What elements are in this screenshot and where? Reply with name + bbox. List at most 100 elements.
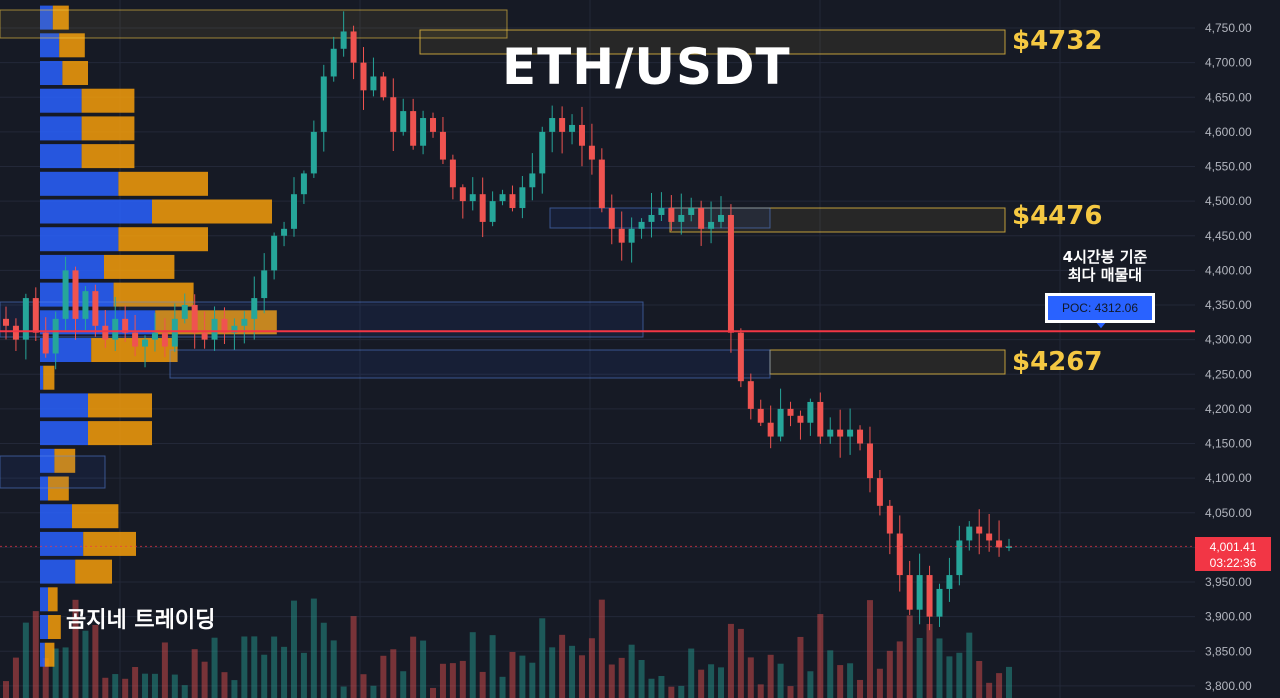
volume-bar	[12, 657, 19, 698]
level-label-low: $4267	[1012, 347, 1103, 377]
volume-bar	[747, 657, 754, 698]
volume-bar	[936, 638, 943, 698]
axis-tick-label: 4,200.00	[1205, 402, 1252, 416]
axis-tick-label: 3,950.00	[1205, 575, 1252, 589]
candle-body	[539, 131, 546, 174]
candle-body	[390, 97, 397, 132]
candle-body	[112, 318, 119, 340]
volume-bars	[3, 598, 1012, 698]
level-zone-0	[419, 29, 1006, 55]
volume-bar	[52, 648, 59, 698]
volume-profile-sell-bar	[43, 365, 55, 390]
candle-body	[489, 201, 496, 222]
volume-bar	[916, 637, 923, 698]
demand-zone-3	[0, 455, 106, 489]
candle-body	[737, 332, 744, 382]
candle-body	[777, 408, 784, 437]
candle-body	[380, 76, 387, 98]
volume-bar	[549, 647, 556, 698]
candle-body	[996, 540, 1003, 548]
volume-profile-buy-bar	[40, 61, 63, 86]
zone-high-left	[0, 9, 508, 39]
candle-body	[251, 298, 258, 319]
volume-profile-sell-bar	[113, 282, 194, 307]
volume-bar	[479, 671, 486, 698]
volume-bar	[499, 676, 506, 698]
axis-background	[1195, 0, 1280, 698]
volume-bar	[539, 618, 546, 698]
axis-tick-label: 4,450.00	[1205, 229, 1252, 243]
brand-watermark: 곰지네 트레이딩	[66, 608, 216, 633]
volume-bar	[737, 628, 744, 698]
candle-body	[340, 31, 347, 49]
volume-profile-sell-bar	[81, 116, 135, 141]
candle-body	[578, 124, 585, 146]
axis-tick-label: 4,400.00	[1205, 263, 1252, 277]
volume-bar	[340, 686, 347, 698]
candle-body	[708, 221, 715, 229]
poc-label: POC: 4312.06	[1045, 293, 1155, 323]
volume-bar	[221, 672, 228, 698]
volume-profile-buy-bar	[40, 393, 88, 418]
volume-bar	[797, 636, 804, 698]
candle-body	[718, 214, 725, 222]
candle-body	[549, 118, 556, 132]
volume-bar	[122, 678, 129, 698]
candle-body	[727, 214, 734, 333]
candle-body	[211, 318, 218, 340]
candle-body	[668, 208, 675, 222]
volume-bar	[827, 650, 834, 698]
volume-profile-sell-bar	[88, 393, 152, 418]
countdown-timer: 03:22:36	[1209, 556, 1257, 570]
candle-body	[92, 291, 99, 326]
candle-body	[906, 575, 913, 610]
candle-body	[479, 194, 486, 222]
candle-body	[896, 533, 903, 576]
volume-bar	[718, 667, 725, 698]
volume-bar	[688, 648, 695, 698]
candle-body	[658, 208, 665, 215]
volume-bar	[926, 623, 933, 698]
volume-bar	[787, 686, 794, 698]
volume-profile-buy-bar	[40, 365, 44, 390]
volume-bar	[231, 680, 238, 698]
candles	[3, 11, 1012, 631]
candle-body	[747, 381, 754, 409]
candle-body	[430, 118, 437, 132]
candle-body	[807, 401, 814, 423]
axis-tick-label: 3,900.00	[1205, 610, 1252, 624]
volume-profile-buy-bar	[40, 254, 104, 279]
candle-body	[360, 62, 367, 91]
volume-profile-sell-bar	[152, 199, 272, 224]
candle-body	[181, 305, 188, 319]
volume-bar	[181, 685, 188, 698]
candle-body	[310, 131, 317, 174]
candle-body	[509, 194, 516, 209]
candle-body	[42, 332, 49, 354]
volume-profile-sell-bar	[75, 559, 112, 584]
candle-body	[976, 526, 983, 534]
volume-profile-buy-bar	[40, 421, 88, 446]
volume-bar	[837, 665, 844, 698]
volume-bar	[22, 622, 29, 698]
candle-body	[22, 298, 29, 340]
volume-bar	[161, 642, 168, 698]
axis-tick-label: 4,250.00	[1205, 367, 1252, 381]
level-label-top: $4732	[1012, 26, 1103, 56]
candle-body	[559, 118, 566, 132]
candle-body	[3, 318, 9, 326]
volume-bar	[569, 645, 576, 698]
axis-tick-label: 4,650.00	[1205, 90, 1252, 104]
last-price-tag: 4,001.41 03:22:36	[1195, 537, 1271, 571]
volume-bar	[757, 684, 764, 698]
volume-bar	[82, 630, 89, 698]
volume-bar	[698, 669, 705, 698]
volume-bar	[857, 679, 864, 698]
volume-bar	[996, 673, 1003, 698]
volume-profile-buy-bar	[40, 227, 119, 252]
volume-bar	[807, 671, 814, 698]
candle-body	[191, 305, 198, 333]
volume-bar	[449, 663, 456, 698]
candle-body	[966, 526, 973, 541]
